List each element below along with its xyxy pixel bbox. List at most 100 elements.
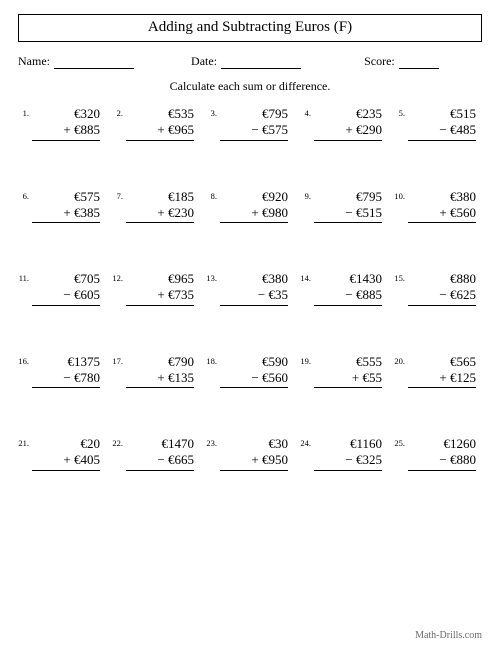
operand-b: − €665 [126, 452, 194, 470]
operand-b: + €980 [220, 205, 288, 223]
operand-a: €1430 [314, 271, 382, 287]
page-title: Adding and Subtracting Euros (F) [148, 19, 352, 35]
problem-stack: €1470− €665 [126, 436, 200, 471]
problem: 2.€535+ €965 [112, 106, 200, 141]
problem: 24.€1160− €325 [300, 436, 388, 471]
problem-stack: €20+ €405 [32, 436, 106, 471]
operand-a: €790 [126, 354, 194, 370]
operator: + [63, 205, 70, 221]
problem-stack: €380− €35 [220, 271, 294, 306]
problem-number: 25. [394, 436, 408, 448]
operand-b: + €560 [408, 205, 476, 223]
operand-b: + €965 [126, 122, 194, 140]
problem: 1.€320+ €885 [18, 106, 106, 141]
name-label: Name: [18, 54, 50, 69]
problem-number: 5. [394, 106, 408, 118]
operator: − [439, 287, 446, 303]
problem-stack: €920+ €980 [220, 189, 294, 224]
problem-number: 19. [300, 354, 314, 366]
header-row: Name: Date: Score: [18, 54, 482, 69]
operand-a: €20 [32, 436, 100, 452]
problem-number: 18. [206, 354, 220, 366]
operand-a: €795 [220, 106, 288, 122]
problem-stack: €705− €605 [32, 271, 106, 306]
operand-a: €575 [32, 189, 100, 205]
operator: − [439, 452, 446, 468]
operand-a: €565 [408, 354, 476, 370]
problem-stack: €795− €515 [314, 189, 388, 224]
problem: 12.€965+ €735 [112, 271, 200, 306]
problem-grid: 1.€320+ €8852.€535+ €965 3.€795 − €575 4.€2… [18, 106, 482, 471]
problem: 13.€380− €35 [206, 271, 294, 306]
operand-a: €1160 [314, 436, 382, 452]
problem-stack: €965+ €735 [126, 271, 200, 306]
operator: + [63, 452, 70, 468]
date-blank[interactable] [221, 57, 301, 69]
problem: 19.€555+ €55 [300, 354, 388, 389]
operand-a: €235 [314, 106, 382, 122]
operand-b: + €125 [408, 370, 476, 388]
problem: 11.€705− €605 [18, 271, 106, 306]
operand-b: − €515 [314, 205, 382, 223]
problem-number: 23. [206, 436, 220, 448]
operand-b: + €230 [126, 205, 194, 223]
operator: − [251, 370, 258, 386]
problem-number: 21. [18, 436, 32, 448]
problem-number: 9. [300, 189, 314, 201]
date-field: Date: [191, 54, 356, 69]
operator: − [63, 370, 70, 386]
operator: + [157, 287, 164, 303]
operand-b: + €290 [314, 122, 382, 140]
problem-stack: €1260− €880 [408, 436, 482, 471]
operand-a: €590 [220, 354, 288, 370]
problem-stack: €590− €560 [220, 354, 294, 389]
operator: − [345, 287, 352, 303]
operand-b: − €885 [314, 287, 382, 305]
operand-a: €965 [126, 271, 194, 287]
problem-stack: €565+ €125 [408, 354, 482, 389]
problem-stack: €1375− €780 [32, 354, 106, 389]
operator: + [439, 370, 446, 386]
problem: 17.€790+ €135 [112, 354, 200, 389]
score-label: Score: [364, 54, 395, 69]
problem-number: 10. [394, 189, 408, 201]
operator: − [63, 287, 70, 303]
problem-number: 14. [300, 271, 314, 283]
operand-a: €30 [220, 436, 288, 452]
problem: 14.€1430− €885 [300, 271, 388, 306]
operand-b: − €605 [32, 287, 100, 305]
problem: 22.€1470− €665 [112, 436, 200, 471]
operator: − [157, 452, 164, 468]
operand-b: + €55 [314, 370, 382, 388]
problem: 7.€185+ €230 [112, 189, 200, 224]
problem: 9.€795− €515 [300, 189, 388, 224]
operand-b: − €625 [408, 287, 476, 305]
problem-number: 3. [206, 106, 220, 118]
problem-number: 1. [18, 106, 32, 118]
problem-stack: €1160− €325 [314, 436, 388, 471]
operator: − [345, 452, 352, 468]
problem-number: 24. [300, 436, 314, 448]
problem-number: 8. [206, 189, 220, 201]
operand-b: − €880 [408, 452, 476, 470]
problem-stack: €880− €625 [408, 271, 482, 306]
operator: + [439, 205, 446, 221]
operand-a: €555 [314, 354, 382, 370]
operand-a: €320 [32, 106, 100, 122]
name-blank[interactable] [54, 57, 134, 69]
operator: − [258, 287, 265, 303]
operator: + [345, 122, 352, 138]
problem: 8.€920+ €980 [206, 189, 294, 224]
problem-stack: €30+ €950 [220, 436, 294, 471]
operator: + [157, 370, 164, 386]
problem-number: 7. [112, 189, 126, 201]
operand-a: €515 [408, 106, 476, 122]
problem: 4.€235+ €290 [300, 106, 388, 141]
problem-stack: €575+ €385 [32, 189, 106, 224]
score-blank[interactable] [399, 57, 439, 69]
operand-b: + €135 [126, 370, 194, 388]
operand-b: − €560 [220, 370, 288, 388]
problem: 23.€30+ €950 [206, 436, 294, 471]
operator: + [251, 452, 258, 468]
problem-stack: €380+ €560 [408, 189, 482, 224]
